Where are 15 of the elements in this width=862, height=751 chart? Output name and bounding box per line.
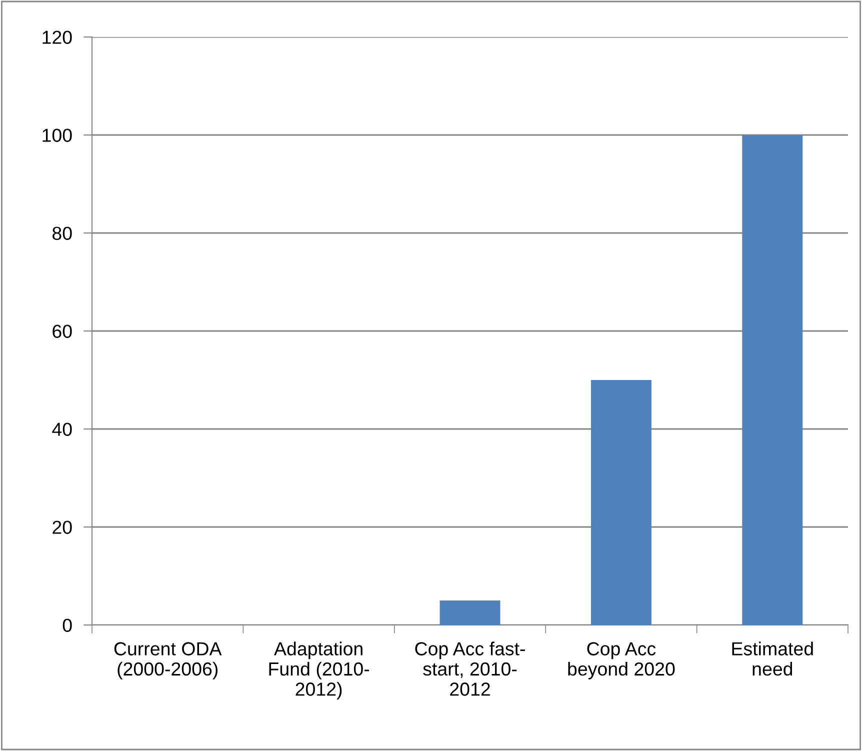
bar — [742, 135, 803, 625]
y-tick-label: 40 — [52, 422, 72, 436]
bar — [440, 600, 500, 625]
y-tick-label: 120 — [42, 30, 72, 44]
y-tick-label: 20 — [52, 520, 72, 534]
x-tick-label: Adaptation Fund (2010- 2012) — [269, 642, 370, 700]
x-tick-label: Estimated need — [732, 642, 813, 676]
y-tick-label: 100 — [42, 128, 72, 142]
x-tick-label: Current ODA (2000-2006) — [114, 642, 222, 680]
x-tick-label: Cop Acc beyond 2020 — [568, 642, 675, 680]
y-tick-label: 80 — [52, 226, 72, 240]
bar — [590, 380, 652, 625]
x-tick-label: Cop Acc fast- start, 2010- 2012 — [415, 642, 525, 696]
y-tick-label: 0 — [62, 618, 72, 632]
y-tick-label: 60 — [52, 324, 72, 338]
